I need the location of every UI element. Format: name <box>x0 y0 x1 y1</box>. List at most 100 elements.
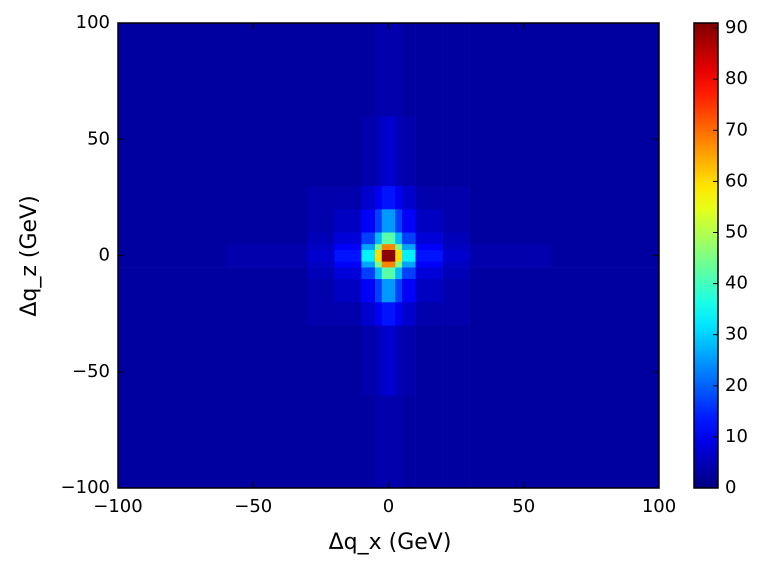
heat-cell <box>361 395 376 489</box>
heat-cell <box>415 278 443 303</box>
heat-cell <box>415 302 443 326</box>
heat-cell <box>381 255 389 262</box>
heat-cell <box>361 23 376 117</box>
heat-cell <box>469 116 552 187</box>
heat-cell <box>307 209 335 233</box>
heat-cell <box>442 278 470 303</box>
heat-cell <box>118 116 227 187</box>
heat-cell <box>388 232 396 245</box>
heat-cell <box>469 249 552 256</box>
heat-cell <box>388 243 396 250</box>
heat-cell <box>388 23 396 117</box>
heat-cell <box>374 255 383 262</box>
heat-cell <box>550 302 660 326</box>
y-axis-label: Δq_z (GeV) <box>17 195 42 316</box>
heat-cell <box>118 267 227 280</box>
heat-cell <box>469 267 552 280</box>
heat-cell <box>469 185 552 210</box>
y-tick-label: 0 <box>99 245 110 266</box>
heat-cell <box>469 325 552 396</box>
heat-cell <box>361 255 376 262</box>
heat-cell <box>442 261 470 268</box>
heat-cell <box>402 255 416 262</box>
heat-cell <box>402 185 416 210</box>
heat-cell <box>442 395 470 489</box>
heat-cell <box>469 243 552 250</box>
heat-cell <box>388 116 396 187</box>
heat-cell <box>334 325 362 396</box>
heat-cell <box>334 249 362 256</box>
heat-cell <box>442 267 470 280</box>
heat-cell <box>402 302 416 326</box>
heat-cell <box>118 261 227 268</box>
heat-cell <box>307 23 335 117</box>
heat-cell <box>402 261 416 268</box>
colorbar-tick-label: 50 <box>725 222 748 243</box>
colorbar-tick-label: 10 <box>725 426 748 447</box>
x-tick-label: 100 <box>642 496 676 517</box>
heat-cell <box>469 261 552 268</box>
heat-cell <box>361 325 376 396</box>
heat-cell <box>395 249 403 256</box>
heat-cell <box>442 116 470 187</box>
heat-cell <box>395 23 403 117</box>
heat-cell <box>118 278 227 303</box>
heat-cell <box>550 278 660 303</box>
heat-cell <box>469 278 552 303</box>
heat-cell <box>469 23 552 117</box>
heat-cell <box>307 325 335 396</box>
heat-cell <box>334 267 362 280</box>
heat-cell <box>415 185 443 210</box>
heat-cell <box>374 302 383 326</box>
heat-cell <box>388 209 396 233</box>
heat-cell <box>118 325 227 396</box>
heat-cell <box>374 325 383 396</box>
heat-cell <box>402 249 416 256</box>
heat-cell <box>381 232 389 245</box>
heat-cell <box>442 255 470 262</box>
heat-cell <box>334 255 362 262</box>
heat-cell <box>226 23 308 117</box>
heat-cell <box>374 232 383 245</box>
heat-cell <box>334 261 362 268</box>
heat-cell <box>226 255 308 262</box>
heat-cell <box>415 243 443 250</box>
heat-cell <box>415 232 443 245</box>
x-tick-label: −50 <box>234 496 272 517</box>
heat-cell <box>395 278 403 303</box>
heat-cell <box>374 185 383 210</box>
heat-cell <box>442 243 470 250</box>
heat-cell <box>402 267 416 280</box>
heat-cell <box>361 267 376 280</box>
heat-cell <box>381 185 389 210</box>
heat-cell <box>361 209 376 233</box>
heat-cell <box>395 255 403 262</box>
heat-cell <box>307 261 335 268</box>
heat-cell <box>381 325 389 396</box>
heat-cell <box>226 278 308 303</box>
heat-cell <box>374 249 383 256</box>
heat-cell <box>388 278 396 303</box>
heat-cell <box>118 249 227 256</box>
heat-cell <box>226 185 308 210</box>
heat-cell <box>307 267 335 280</box>
heat-cell <box>402 278 416 303</box>
heat-cell <box>381 278 389 303</box>
x-tick-label: −100 <box>93 496 142 517</box>
heat-cell <box>307 185 335 210</box>
heat-cell <box>550 232 660 245</box>
heat-cell <box>402 232 416 245</box>
heat-cell <box>374 23 383 117</box>
heat-cell <box>550 395 660 489</box>
heat-cell <box>442 209 470 233</box>
heat-cell <box>307 232 335 245</box>
heat-cell <box>442 325 470 396</box>
heat-cell <box>334 243 362 250</box>
heat-cell <box>442 249 470 256</box>
heat-cell <box>118 395 227 489</box>
heat-cell <box>550 267 660 280</box>
heat-cell <box>381 243 389 250</box>
heat-cell <box>402 23 416 117</box>
colorbar-tick-label: 80 <box>725 68 748 89</box>
heat-cell <box>226 243 308 250</box>
